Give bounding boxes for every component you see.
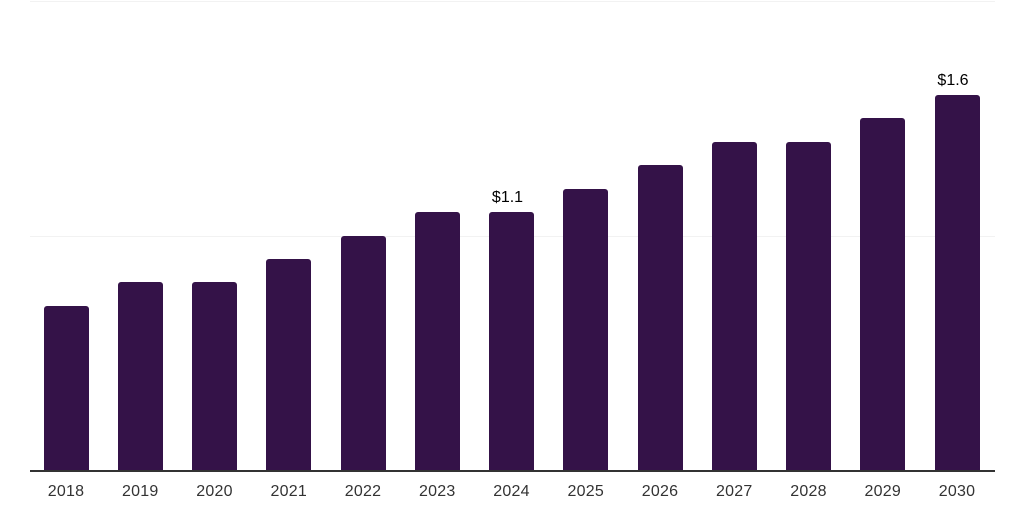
- gridline-2: [30, 1, 995, 2]
- x-tick-2029: 2029: [864, 483, 901, 500]
- bar-2021: [266, 258, 312, 470]
- bar-2018: [43, 305, 89, 470]
- bar-2024: [489, 212, 534, 470]
- x-tick-2022: 2022: [344, 483, 382, 500]
- x-tick-2023: 2023: [419, 483, 456, 500]
- x-tick-2026: 2026: [641, 483, 679, 500]
- bar-value-label-2030: $1.6: [937, 71, 969, 89]
- bar-2022: [340, 235, 386, 470]
- x-tick-2025: 2025: [567, 483, 604, 500]
- bar-2030: [934, 94, 980, 470]
- bar-2020: [192, 282, 237, 470]
- bar-2028: [786, 141, 831, 470]
- bar-2023: [414, 212, 460, 470]
- bar-2026: [637, 165, 683, 470]
- x-tick-2018: 2018: [47, 483, 85, 500]
- x-tick-2030: 2030: [938, 483, 976, 500]
- bar-2027: [711, 141, 757, 470]
- x-tick-2021: 2021: [270, 483, 307, 500]
- bar-2025: [563, 188, 609, 470]
- x-tick-2028: 2028: [790, 483, 827, 500]
- x-tick-2020: 2020: [196, 483, 233, 500]
- x-tick-2019: 2019: [122, 483, 159, 500]
- x-tick-2024: 2024: [493, 483, 530, 500]
- x-tick-2027: 2027: [716, 483, 753, 500]
- x-axis-line: [30, 470, 995, 472]
- bar-2029: [860, 118, 906, 470]
- bar-2019: [117, 282, 163, 470]
- bar-value-label-2024: $1.1: [491, 189, 524, 207]
